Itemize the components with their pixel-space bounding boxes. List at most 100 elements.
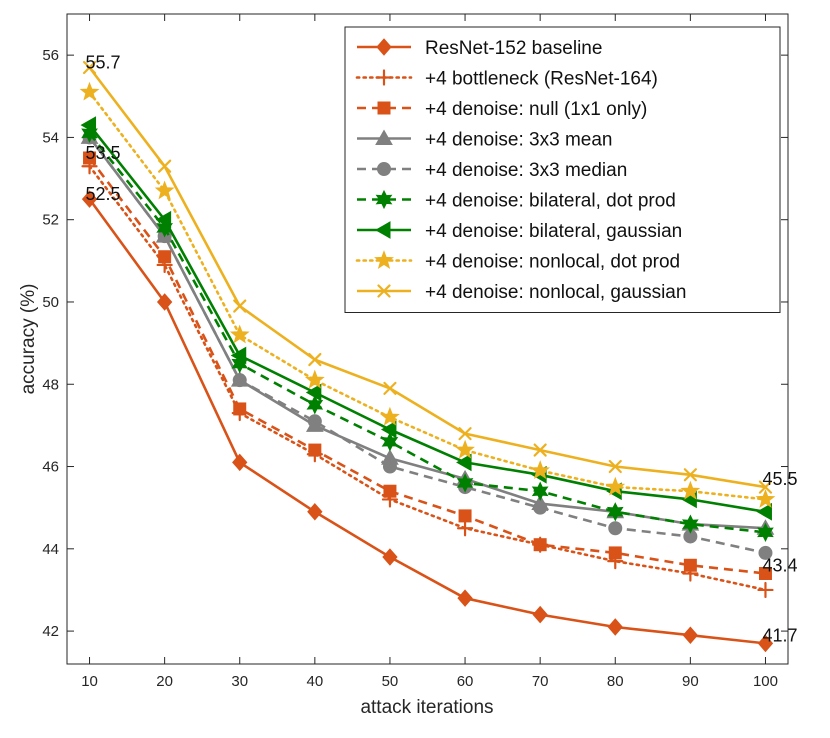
- data-point: [608, 521, 623, 536]
- data-point: [457, 589, 473, 607]
- data-point: [456, 473, 474, 493]
- legend-marker: [375, 189, 393, 210]
- x-tick-label: 70: [532, 673, 549, 690]
- legend-marker: [377, 284, 391, 298]
- x-axis: 10 20 30 40 50 60 70 80 90 100: [81, 14, 778, 690]
- data-point: [606, 502, 624, 522]
- data-point: [233, 402, 247, 416]
- data-point: [81, 190, 98, 208]
- series-line: [88, 66, 766, 489]
- data-point: [306, 395, 324, 415]
- data-point: [756, 502, 772, 521]
- data-point: [382, 459, 397, 474]
- legend-label: +4 denoise: nonlocal, dot prod: [425, 252, 680, 273]
- legend-label: +4 denoise: 3x3 median: [425, 160, 627, 181]
- data-point: [82, 60, 97, 75]
- series-1: [81, 190, 774, 653]
- legend-marker: [374, 250, 394, 269]
- legend-entry: +4 denoise: null (1x1 only): [357, 99, 647, 120]
- data-point: [380, 420, 397, 439]
- x-tick-label: 10: [81, 673, 98, 690]
- x-tick-label: 30: [231, 673, 248, 690]
- legend-entry: +4 denoise: bilateral, gaussian: [357, 221, 682, 242]
- data-point: [755, 488, 776, 508]
- data-point: [683, 558, 697, 572]
- data-point: [758, 545, 773, 560]
- legend-marker: [375, 69, 393, 86]
- data-point: [532, 605, 548, 624]
- y-tick-label: 48: [42, 376, 59, 393]
- data-point: [158, 250, 172, 264]
- data-point: [458, 509, 472, 523]
- data-label: 41.7: [762, 625, 797, 645]
- legend-label: +4 denoise: nonlocal, gaussian: [425, 282, 686, 303]
- legend-label: ResNet-152 baseline: [425, 38, 602, 59]
- data-point: [458, 427, 472, 441]
- plot-frame: [66, 13, 789, 665]
- y-tick-label: 46: [42, 459, 59, 476]
- series-line: [88, 124, 766, 514]
- data-point: [232, 373, 247, 388]
- data-point: [758, 566, 772, 580]
- data-labels: 55.7 53.5 52.5 45.5 43.4 41.7: [86, 52, 798, 645]
- data-point: [607, 618, 623, 636]
- data-label: 43.4: [762, 555, 797, 575]
- data-point: [682, 626, 699, 644]
- data-point: [305, 383, 322, 402]
- series-line: [88, 198, 766, 645]
- legend-entry: +4 denoise: 3x3 mean: [357, 129, 613, 151]
- series-9: [82, 60, 773, 494]
- data-label: 53.5: [86, 143, 121, 163]
- data-point: [757, 522, 774, 543]
- y-axis-title: accuracy (%): [18, 284, 39, 395]
- data-point: [757, 634, 774, 653]
- data-point: [304, 369, 325, 389]
- legend-label: +4 denoise: bilateral, gaussian: [425, 221, 682, 242]
- data-point: [230, 346, 247, 365]
- legend-marker: [377, 101, 391, 115]
- data-label: 45.5: [762, 469, 797, 489]
- data-point: [530, 460, 551, 480]
- legend-entry: +4 denoise: 3x3 median: [357, 160, 627, 181]
- y-tick-label: 56: [42, 47, 59, 64]
- legend-label: +4 denoise: bilateral, dot prod: [425, 191, 676, 212]
- data-point: [533, 538, 547, 552]
- series-line: [88, 90, 767, 501]
- legend-marker: [374, 221, 391, 239]
- data-point: [156, 293, 173, 311]
- data-point: [455, 439, 475, 459]
- x-tick-label: 80: [607, 673, 624, 690]
- data-point: [605, 476, 626, 496]
- data-point: [308, 443, 322, 457]
- data-point: [155, 210, 172, 229]
- data-point: [308, 352, 322, 367]
- y-axis: 42 44 46 48 50 52 54 56: [42, 47, 788, 640]
- data-point: [83, 151, 97, 165]
- data-point: [608, 546, 622, 560]
- x-axis-title: attack iterations: [360, 697, 493, 718]
- data-point: [531, 481, 549, 501]
- data-point: [233, 299, 247, 313]
- data-point: [683, 468, 697, 482]
- data-point: [307, 503, 323, 521]
- series-layer: [79, 60, 776, 653]
- y-tick-label: 52: [42, 212, 59, 229]
- y-tick-label: 42: [42, 623, 59, 640]
- legend-entry: +4 denoise: nonlocal, gaussian: [357, 282, 686, 303]
- data-point: [680, 480, 701, 500]
- data-point: [307, 414, 322, 429]
- series-line: [88, 132, 766, 534]
- legend-entry: +4 bottleneck (ResNet-164): [355, 69, 658, 90]
- data-point: [533, 500, 548, 515]
- data-point: [79, 81, 100, 101]
- legend-box: [344, 26, 781, 313]
- data-point: [80, 116, 97, 134]
- legend-label: +4 denoise: 3x3 mean: [425, 130, 613, 151]
- data-point: [382, 548, 398, 566]
- series-3: [83, 151, 772, 580]
- data-point: [154, 180, 175, 200]
- data-point: [381, 432, 399, 452]
- data-point: [158, 159, 172, 173]
- data-point: [383, 484, 397, 498]
- data-label: 55.7: [86, 52, 121, 72]
